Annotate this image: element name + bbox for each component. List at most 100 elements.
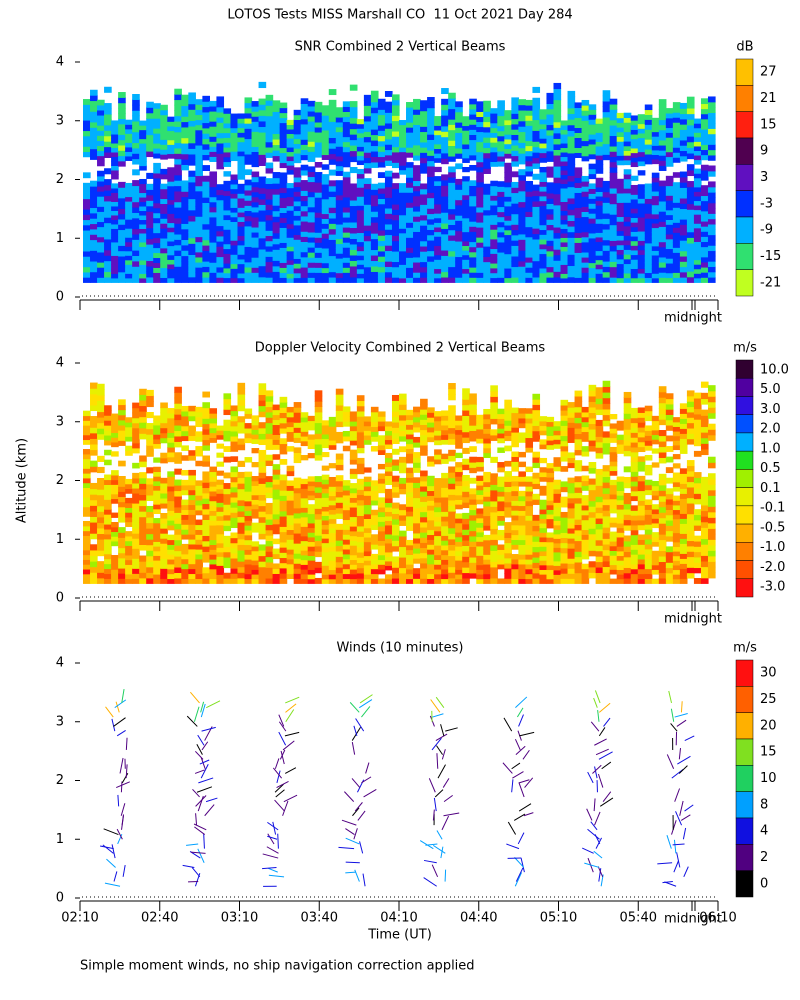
field-cell bbox=[595, 214, 604, 220]
field-cell bbox=[384, 181, 393, 188]
field-cell bbox=[441, 147, 449, 154]
field-cell bbox=[118, 266, 126, 273]
field-cell bbox=[307, 277, 316, 283]
field-cell bbox=[314, 222, 323, 228]
field-cell bbox=[251, 201, 260, 208]
field-cell bbox=[244, 184, 253, 191]
field-cell bbox=[476, 550, 484, 556]
field-cell bbox=[132, 137, 140, 144]
field-cell bbox=[539, 229, 548, 235]
field-cell bbox=[469, 190, 477, 197]
field-cell bbox=[490, 156, 498, 162]
field-cell bbox=[216, 111, 225, 118]
field-cell bbox=[321, 452, 330, 458]
field-cell bbox=[413, 104, 421, 110]
field-cell bbox=[539, 234, 548, 240]
field-cell bbox=[97, 236, 105, 243]
field-cell bbox=[560, 250, 569, 256]
field-cell bbox=[293, 114, 302, 121]
field-cell bbox=[97, 135, 105, 141]
field-cell bbox=[209, 408, 218, 414]
field-cell bbox=[300, 569, 309, 575]
field-cell bbox=[420, 439, 428, 446]
field-cell bbox=[216, 153, 225, 159]
field-cell bbox=[244, 220, 253, 227]
field-cell bbox=[265, 188, 274, 195]
field-cell bbox=[146, 222, 154, 229]
field-cell bbox=[349, 549, 358, 556]
field-cell bbox=[321, 228, 330, 234]
field-cell bbox=[202, 266, 210, 273]
field-cell bbox=[609, 187, 618, 194]
field-cell bbox=[111, 196, 119, 202]
field-cell bbox=[567, 226, 576, 233]
field-cell bbox=[469, 134, 477, 141]
field-cell bbox=[399, 556, 407, 563]
field-cell bbox=[504, 134, 512, 140]
field-cell bbox=[469, 477, 477, 484]
field-cell bbox=[307, 231, 316, 238]
field-cell bbox=[448, 261, 456, 268]
field-cell bbox=[111, 174, 119, 180]
field-cell bbox=[406, 252, 414, 258]
field-cell bbox=[518, 179, 526, 186]
field-cell bbox=[265, 577, 274, 584]
field-cell bbox=[665, 267, 674, 274]
field-cell bbox=[139, 544, 147, 551]
field-cell bbox=[314, 217, 323, 223]
field-cell bbox=[490, 544, 498, 551]
field-cell bbox=[399, 462, 407, 468]
field-cell bbox=[272, 424, 281, 430]
field-cell bbox=[490, 572, 498, 579]
field-cell bbox=[595, 182, 604, 188]
field-cell bbox=[644, 183, 653, 190]
field-cell bbox=[307, 206, 316, 213]
field-cell bbox=[420, 557, 428, 564]
field-cell bbox=[244, 97, 253, 104]
field-cell bbox=[195, 411, 203, 418]
field-cell bbox=[637, 198, 646, 204]
field-cell bbox=[462, 185, 470, 191]
field-cell bbox=[307, 121, 316, 127]
field-cell bbox=[497, 520, 505, 526]
field-cell bbox=[630, 120, 639, 126]
field-cell bbox=[406, 197, 414, 203]
field-cell bbox=[349, 150, 358, 157]
field-cell bbox=[188, 578, 196, 584]
field-cell bbox=[188, 558, 196, 565]
field-cell bbox=[413, 109, 421, 115]
field-cell bbox=[230, 568, 239, 574]
field-cell bbox=[700, 195, 709, 202]
field-cell bbox=[356, 557, 365, 564]
field-cell bbox=[483, 111, 491, 117]
field-cell bbox=[328, 260, 337, 267]
field-cell bbox=[132, 492, 140, 499]
field-cell bbox=[441, 239, 449, 246]
field-cell bbox=[167, 563, 175, 570]
field-cell bbox=[553, 127, 562, 134]
field-cell bbox=[469, 103, 477, 110]
field-cell bbox=[609, 172, 618, 178]
field-cell bbox=[132, 196, 140, 203]
field-cell bbox=[132, 94, 140, 100]
field-cell bbox=[314, 101, 323, 108]
field-cell bbox=[272, 469, 281, 475]
field-cell bbox=[251, 508, 260, 514]
field-cell bbox=[553, 226, 562, 234]
field-cell bbox=[413, 527, 421, 534]
field-cell bbox=[244, 529, 253, 536]
field-cell bbox=[434, 501, 442, 508]
y-tick-label: 0 bbox=[56, 290, 64, 305]
field-cell bbox=[167, 121, 175, 127]
field-cell bbox=[202, 444, 210, 451]
field-cell bbox=[97, 130, 105, 136]
field-cell bbox=[258, 131, 267, 139]
field-cell bbox=[672, 232, 681, 238]
field-cell bbox=[497, 272, 505, 278]
field-cell bbox=[174, 158, 182, 165]
field-cell bbox=[118, 240, 126, 246]
field-cell bbox=[167, 236, 175, 242]
field-cell bbox=[111, 413, 119, 419]
field-cell bbox=[476, 216, 484, 223]
field-cell bbox=[118, 129, 126, 135]
